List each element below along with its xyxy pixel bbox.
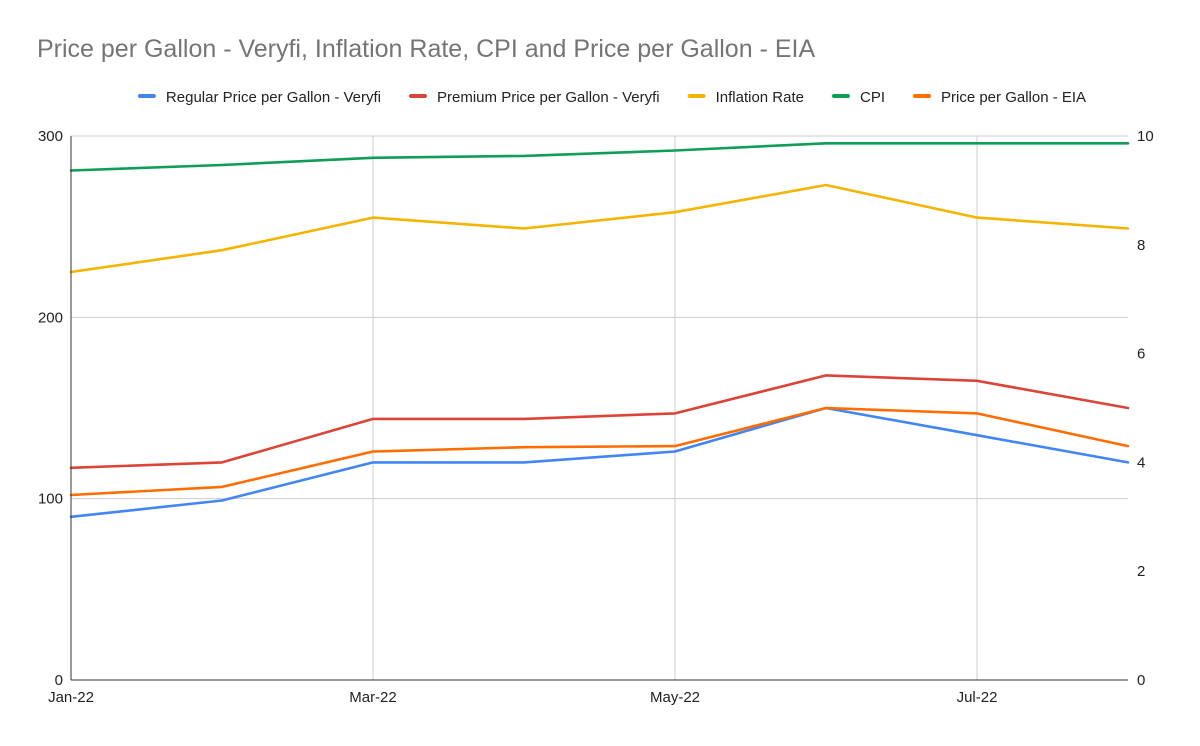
legend-label: Price per Gallon - EIA: [941, 89, 1086, 106]
x-tick-label: May-22: [650, 689, 700, 706]
legend-swatch-inflation-rate: [687, 94, 706, 98]
y-right-tick-label: 8: [1137, 237, 1145, 254]
series-line-regular-price-per-gallon-veryfi: [69, 406, 1130, 519]
legend-label: CPI: [860, 89, 885, 106]
y-right-tick-label: 6: [1137, 346, 1145, 363]
y-right-tick-label: 2: [1137, 563, 1145, 580]
x-tick-label: Jul-22: [957, 689, 998, 706]
legend-swatch-premium-price-per-gallon-veryfi: [409, 94, 428, 98]
legend-label: Premium Price per Gallon - Veryfi: [437, 89, 660, 106]
legend-swatch-price-per-gallon-eia: [913, 94, 932, 98]
legend-label: Regular Price per Gallon - Veryfi: [166, 89, 381, 106]
series-layer: [69, 142, 1130, 519]
series-line-price-per-gallon-eia: [69, 406, 1130, 497]
legend: Regular Price per Gallon - Veryfi Premium…: [137, 89, 1086, 106]
axes: 0 100 200 300 0 2 4 6 8 10 Jan-22 Mar-22 May-22 Jul-2…: [38, 128, 1154, 706]
y-left-tick-label: 200: [38, 309, 63, 326]
legend-swatch-cpi: [831, 94, 850, 98]
series-line-inflation-rate: [69, 183, 1130, 274]
grid: [71, 135, 1128, 680]
x-tick-label: Mar-22: [349, 689, 397, 706]
y-left-tick-label: 300: [38, 128, 63, 145]
y-right-tick-label: 0: [1137, 672, 1145, 689]
y-right-tick-label: 10: [1137, 128, 1154, 145]
chart-title: Price per Gallon - Veryfi, Inflation Rat…: [37, 35, 815, 63]
y-right-tick-label: 4: [1137, 454, 1145, 471]
y-left-tick-label: 100: [38, 491, 63, 508]
series-line-premium-price-per-gallon-veryfi: [69, 374, 1130, 470]
legend-label: Inflation Rate: [716, 89, 804, 106]
x-tick-label: Jan-22: [48, 689, 94, 706]
series-line-cpi: [69, 142, 1130, 172]
y-left-tick-label: 0: [55, 672, 63, 689]
legend-swatch-regular-price-per-gallon-veryfi: [137, 94, 156, 98]
